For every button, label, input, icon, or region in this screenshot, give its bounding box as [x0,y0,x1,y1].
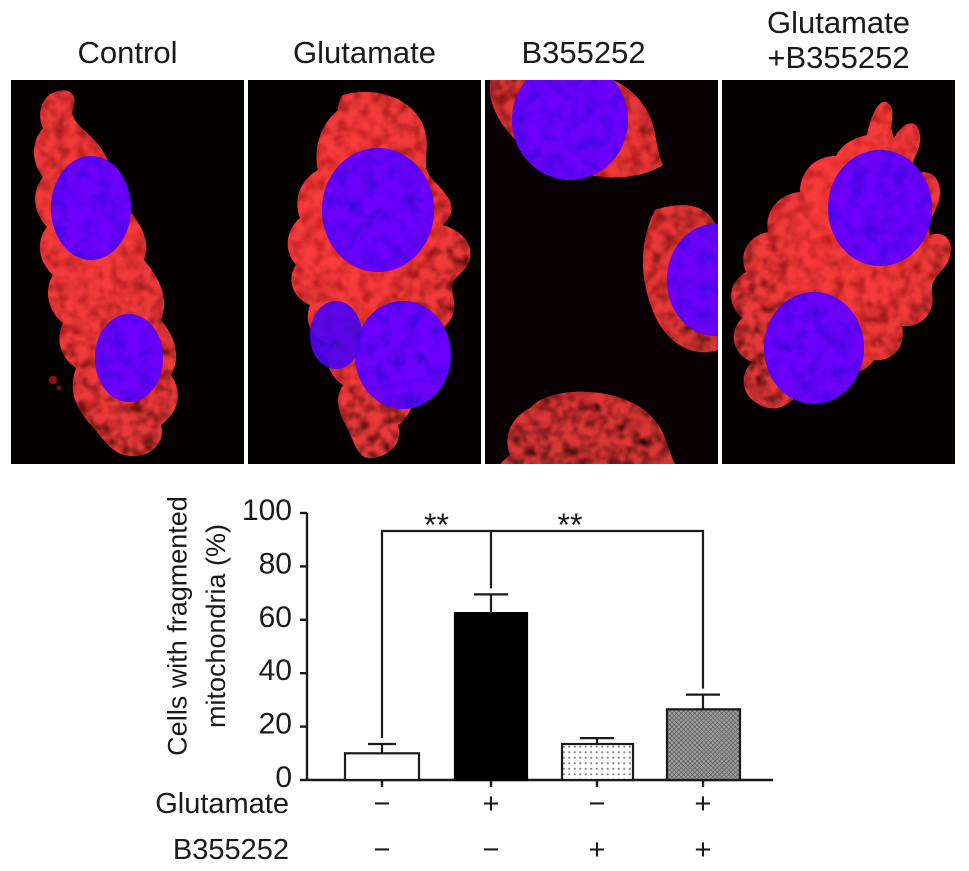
svg-text:−: − [374,788,391,820]
svg-text:+: + [483,788,500,820]
svg-text:+: + [695,834,712,866]
svg-text:−: − [589,788,606,820]
svg-text:Cells with fragmented: Cells with fragmented [163,496,193,756]
svg-text:mitochondria (%): mitochondria (%) [201,524,231,728]
svg-text:+: + [589,834,606,866]
svg-text:**: ** [424,507,449,543]
svg-text:60: 60 [259,601,292,634]
svg-text:−: − [374,834,391,866]
svg-text:80: 80 [259,547,292,580]
svg-text:B355252: B355252 [173,834,289,866]
svg-text:−: − [483,834,500,866]
svg-text:**: ** [558,507,583,543]
svg-text:20: 20 [259,708,292,741]
svg-text:Glutamate: Glutamate [155,788,289,820]
svg-text:40: 40 [259,654,292,687]
svg-text:100: 100 [242,494,292,527]
svg-text:+: + [695,788,712,820]
